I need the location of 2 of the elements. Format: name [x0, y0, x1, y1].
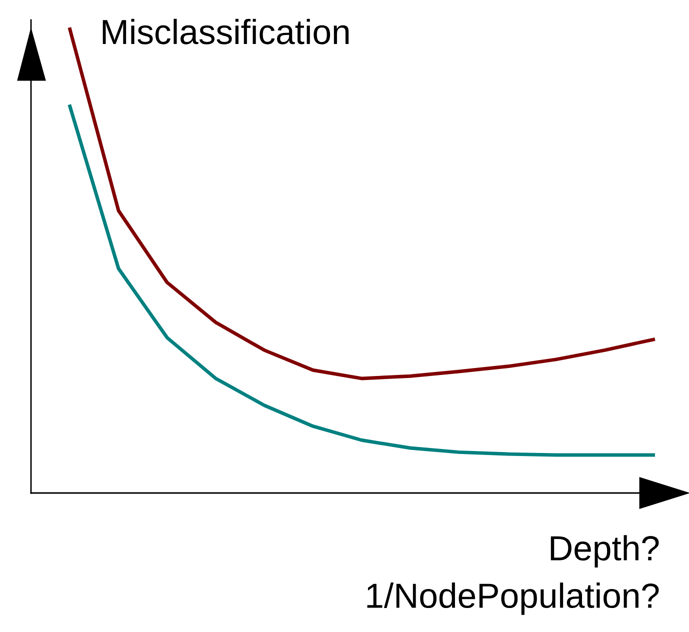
y-axis-title: Misclassification [102, 18, 349, 44]
x-axis-title: Depth? 1/NodePopulation? [367, 535, 659, 615]
